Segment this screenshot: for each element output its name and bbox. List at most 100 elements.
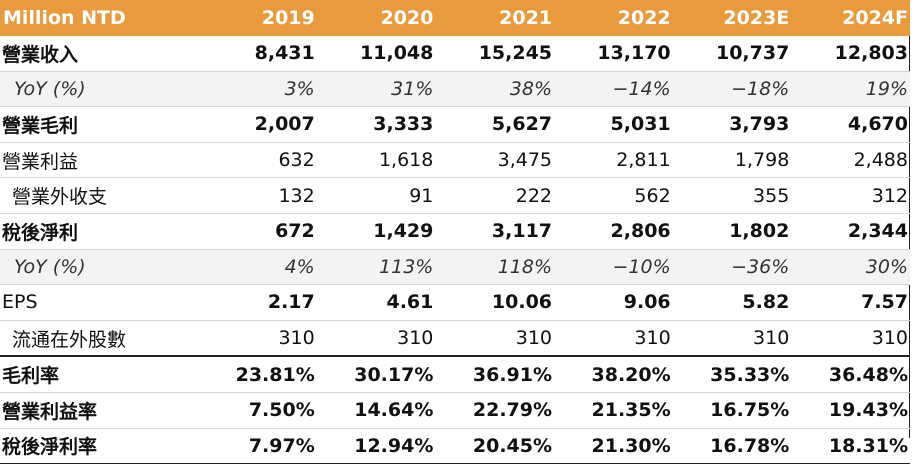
- cell: 4.61: [316, 284, 436, 321]
- row-label: YoY (%): [0, 249, 199, 286]
- cell: 10.06: [435, 284, 555, 321]
- cell: 18.31%: [791, 428, 910, 464]
- cell: 310: [554, 320, 673, 357]
- cell: 3%: [198, 71, 317, 108]
- header-year-2024f: 2024F: [791, 0, 910, 36]
- row-net-margin: 稅後淨利率 7.97% 12.94% 20.45% 21.30% 16.78% …: [0, 428, 910, 464]
- cell: 16.75%: [672, 392, 792, 429]
- cell: 35.33%: [672, 355, 792, 393]
- row-label: 毛利率: [0, 355, 199, 393]
- cell: 2,811: [554, 142, 673, 179]
- cell: 12,803: [791, 36, 910, 72]
- cell: 91: [316, 177, 436, 214]
- cell: 9.06: [554, 284, 673, 321]
- cell: −14%: [554, 71, 673, 108]
- cell: 15,245: [435, 36, 555, 72]
- cell: 31%: [316, 71, 436, 108]
- cell: 7.50%: [198, 392, 317, 429]
- cell: 222: [435, 177, 555, 214]
- cell: 10,737: [672, 36, 792, 72]
- cell: 4,670: [791, 106, 910, 143]
- header-unit: Million NTD: [0, 0, 199, 36]
- row-gross-profit: 營業毛利 2,007 3,333 5,627 5,031 3,793 4,670: [0, 106, 910, 143]
- cell: 30.17%: [316, 355, 436, 393]
- row-operating-margin: 營業利益率 7.50% 14.64% 22.79% 21.35% 16.75% …: [0, 392, 910, 429]
- header-year-2022: 2022: [554, 0, 673, 36]
- cell: 118%: [435, 249, 555, 286]
- header-year-2021: 2021: [435, 0, 555, 36]
- cell: 8,431: [198, 36, 317, 72]
- cell: 3,475: [435, 142, 555, 179]
- cell: 1,618: [316, 142, 436, 179]
- row-label: YoY (%): [0, 71, 199, 108]
- header-year-2020: 2020: [316, 0, 436, 36]
- row-label: EPS: [0, 284, 199, 321]
- cell: 38.20%: [554, 355, 673, 393]
- cell: 5,031: [554, 106, 673, 143]
- cell: 310: [791, 320, 910, 357]
- cell: 310: [198, 320, 317, 357]
- cell: 22.79%: [435, 392, 555, 429]
- cell: 310: [316, 320, 436, 357]
- cell: 7.57: [791, 284, 910, 321]
- cell: −10%: [554, 249, 673, 286]
- cell: 3,793: [672, 106, 792, 143]
- cell: 632: [198, 142, 317, 179]
- row-label: 營業利益: [0, 142, 199, 179]
- cell: 672: [198, 213, 317, 250]
- cell: 132: [198, 177, 317, 214]
- cell: 20.45%: [435, 428, 555, 464]
- cell: 23.81%: [198, 355, 317, 393]
- cell: 36.48%: [791, 355, 910, 393]
- cell: 3,117: [435, 213, 555, 250]
- cell: 14.64%: [316, 392, 436, 429]
- row-label: 營業利益率: [0, 392, 199, 429]
- cell: 113%: [316, 249, 436, 286]
- row-revenue-yoy: YoY (%) 3% 31% 38% −14% −18% 19%: [0, 71, 910, 108]
- cell: 1,798: [672, 142, 792, 179]
- row-operating-income: 營業利益 632 1,618 3,475 2,811 1,798 2,488: [0, 142, 910, 179]
- cell: 12.94%: [316, 428, 436, 464]
- cell: 355: [672, 177, 792, 214]
- cell: 5.82: [672, 284, 792, 321]
- cell: 1,429: [316, 213, 436, 250]
- cell: 36.91%: [435, 355, 555, 393]
- cell: 11,048: [316, 36, 436, 72]
- cell: 2,007: [198, 106, 317, 143]
- cell: 19%: [791, 71, 910, 108]
- cell: 3,333: [316, 106, 436, 143]
- cell: 4%: [198, 249, 317, 286]
- row-label: 稅後淨利率: [0, 428, 199, 464]
- row-gross-margin: 毛利率 23.81% 30.17% 36.91% 38.20% 35.33% 3…: [0, 355, 910, 393]
- cell: 21.30%: [554, 428, 673, 464]
- cell: 562: [554, 177, 673, 214]
- cell: 7.97%: [198, 428, 317, 464]
- cell: 19.43%: [791, 392, 910, 429]
- cell: 30%: [791, 249, 910, 286]
- row-label: 稅後淨利: [0, 213, 199, 250]
- row-net-income-yoy: YoY (%) 4% 113% 118% −10% −36% 30%: [0, 249, 910, 286]
- cell: 2,344: [791, 213, 910, 250]
- row-label: 營業毛利: [0, 106, 199, 143]
- cell: −36%: [672, 249, 792, 286]
- cell: 16.78%: [672, 428, 792, 464]
- row-label: 流通在外股數: [0, 320, 199, 357]
- header-year-2019: 2019: [198, 0, 317, 36]
- header-row: Million NTD 2019 2020 2021 2022 2023E 20…: [0, 0, 910, 36]
- row-eps: EPS 2.17 4.61 10.06 9.06 5.82 7.57: [0, 284, 910, 321]
- header-year-2023e: 2023E: [672, 0, 792, 36]
- cell: 2,488: [791, 142, 910, 179]
- row-net-income: 稅後淨利 672 1,429 3,117 2,806 1,802 2,344: [0, 213, 910, 250]
- cell: 38%: [435, 71, 555, 108]
- cell: 310: [435, 320, 555, 357]
- row-label: 營業收入: [0, 36, 199, 72]
- cell: 21.35%: [554, 392, 673, 429]
- cell: 5,627: [435, 106, 555, 143]
- cell: 312: [791, 177, 910, 214]
- cell: 2.17: [198, 284, 317, 321]
- cell: 13,170: [554, 36, 673, 72]
- cell: 2,806: [554, 213, 673, 250]
- row-revenue: 營業收入 8,431 11,048 15,245 13,170 10,737 1…: [0, 36, 910, 72]
- cell: 1,802: [672, 213, 792, 250]
